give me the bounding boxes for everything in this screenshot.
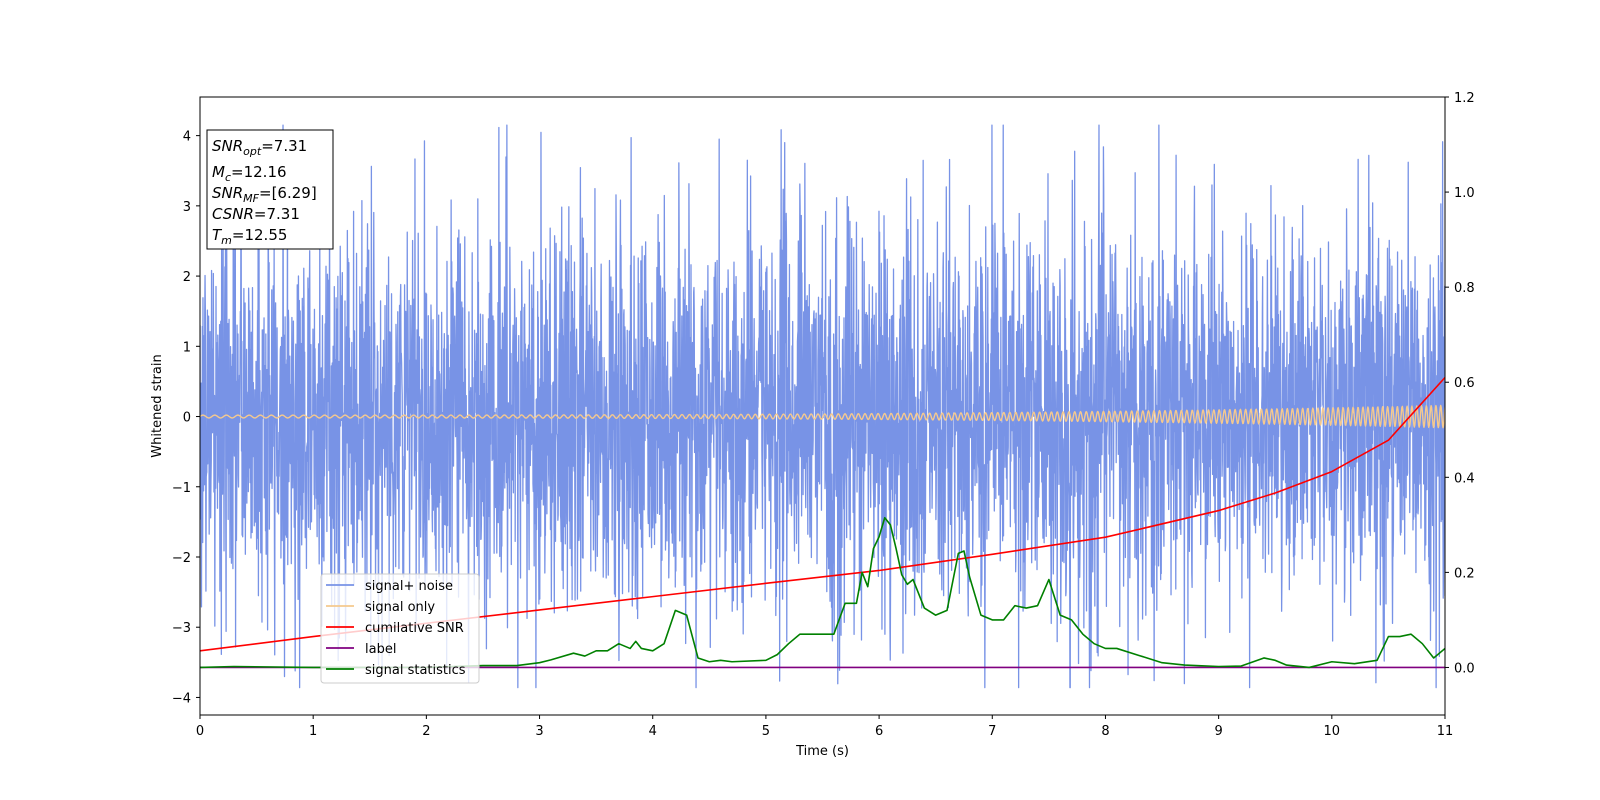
legend-label: cumilative SNR xyxy=(365,621,464,636)
series-signal-only-line xyxy=(200,404,1445,429)
y-right-tick-label: 0.8 xyxy=(1454,281,1475,296)
x-axis-label: Time (s) xyxy=(795,744,849,759)
annotation-line: Mc=12.16 xyxy=(212,163,287,184)
legend-label: signal only xyxy=(365,600,435,615)
y-tick-label: 0 xyxy=(183,411,191,426)
y-tick-label: −3 xyxy=(172,621,191,636)
y-tick-label: 4 xyxy=(183,130,191,145)
annotation-line: CSNR=7.31 xyxy=(212,205,300,223)
y-tick-label: 1 xyxy=(183,340,191,355)
annotation-line: SNRopt=7.31 xyxy=(212,137,307,158)
series-signal-noise-line xyxy=(200,124,1445,689)
x-tick-label: 8 xyxy=(1101,724,1109,739)
y-tick-label: 2 xyxy=(183,270,191,285)
legend-label: label xyxy=(365,642,396,657)
ticks-layer: 0 1 2 3 4 5 6 7 8 9 10 11 −4 −3 −2 −1 0 1 2 3 4 0.0 0.2 0.4 0.6 0… xyxy=(172,91,1475,739)
annotation-frame xyxy=(206,129,334,250)
annotation-line: Tm=12.55 xyxy=(212,226,287,247)
x-tick-label: 7 xyxy=(988,724,996,739)
x-tick-label: 11 xyxy=(1437,724,1454,739)
annotation-box: SNRopt=7.31 Mc=12.16SNRMF=[6.29]CSNR=7.31… xyxy=(206,129,334,250)
x-tick-label: 3 xyxy=(535,724,543,739)
x-tick-label: 0 xyxy=(196,724,204,739)
legend-frame xyxy=(320,573,480,684)
y-right-tick-label: 0.0 xyxy=(1454,661,1475,676)
y-right-tick-label: 0.4 xyxy=(1454,471,1475,486)
y-right-tick-label: 0.6 xyxy=(1454,376,1475,391)
series-signal-statistics-line xyxy=(200,516,1445,669)
y-right-tick-label: 1.2 xyxy=(1454,91,1475,106)
x-tick-label: 1 xyxy=(309,724,317,739)
y-tick-label: 3 xyxy=(183,200,191,215)
y-axis-label: Whitened strain xyxy=(150,354,165,457)
legend: signal+ noise signal only cumilative SNR la… xyxy=(320,573,480,684)
y-right-tick-label: 1.0 xyxy=(1454,186,1475,201)
annotation-line: SNRMF=[6.29] xyxy=(212,184,317,205)
x-tick-label: 9 xyxy=(1214,724,1222,739)
legend-label: signal+ noise xyxy=(365,579,453,594)
plot-frame xyxy=(199,96,1446,716)
x-tick-label: 6 xyxy=(875,724,883,739)
x-tick-label: 2 xyxy=(422,724,430,739)
y-right-tick-label: 0.2 xyxy=(1454,566,1475,581)
x-tick-label: 10 xyxy=(1324,724,1341,739)
y-tick-label: −4 xyxy=(172,691,191,706)
x-tick-label: 5 xyxy=(762,724,770,739)
legend-label: signal statistics xyxy=(365,663,466,678)
x-tick-label: 4 xyxy=(649,724,657,739)
y-tick-label: −2 xyxy=(172,551,191,566)
y-tick-label: −1 xyxy=(172,481,191,496)
